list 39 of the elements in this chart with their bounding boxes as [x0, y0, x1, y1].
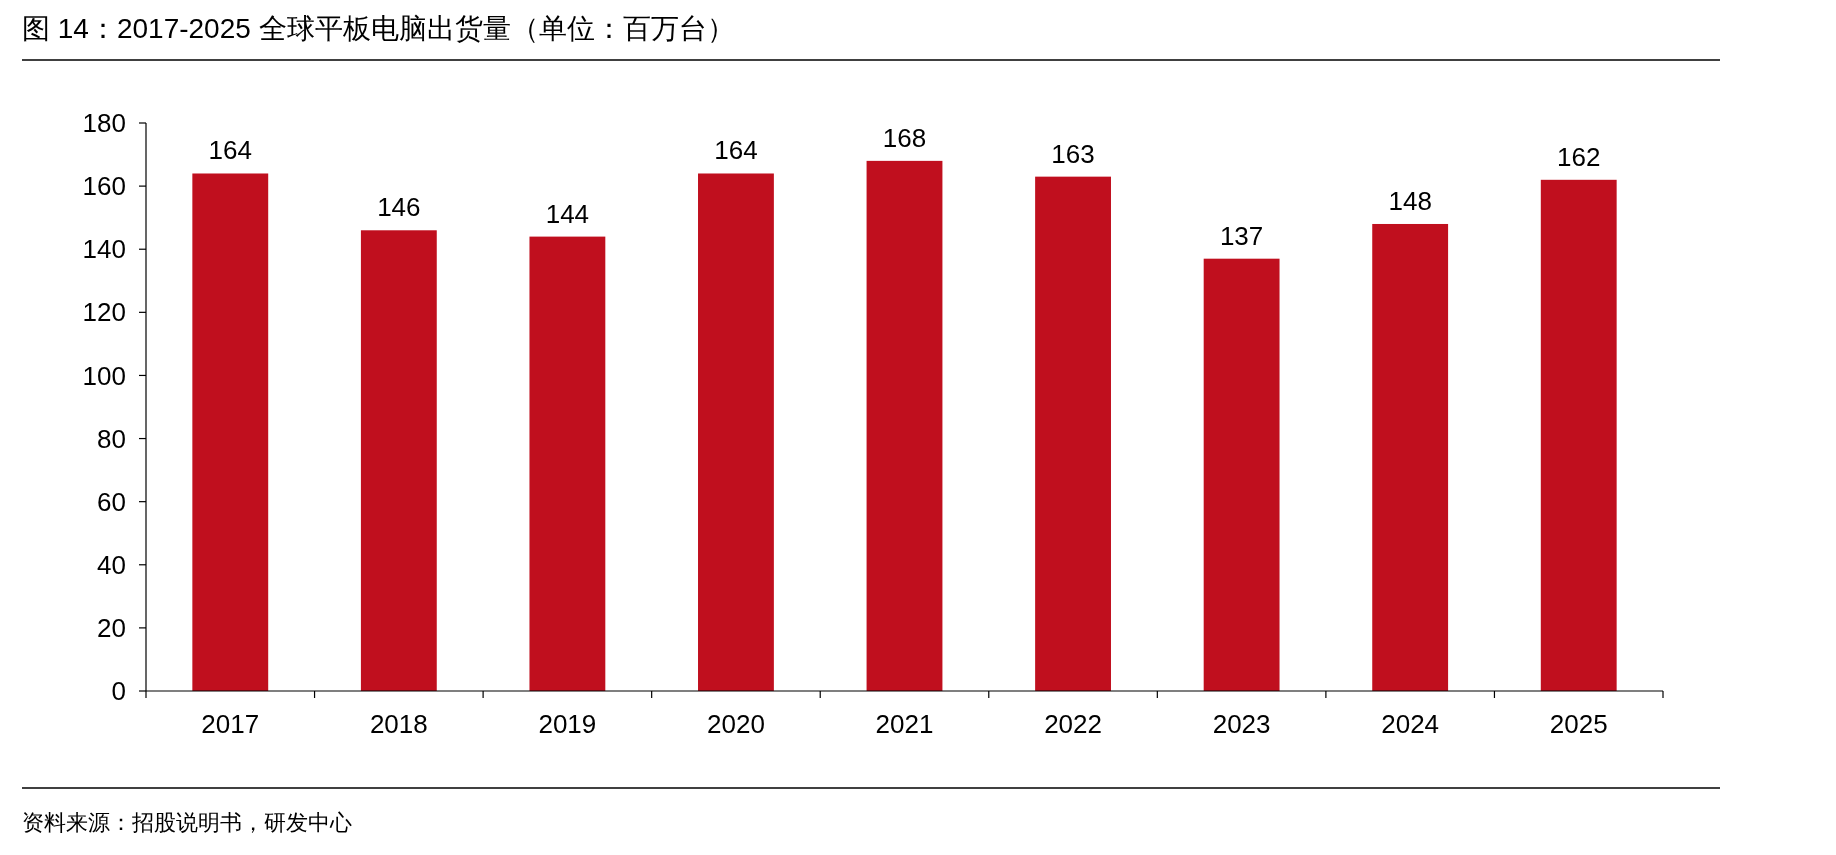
bar — [1372, 223, 1449, 691]
y-tick-label: 140 — [82, 234, 126, 265]
y-tick-label: 120 — [82, 297, 126, 328]
x-tick-label: 2025 — [1549, 709, 1608, 739]
y-tick-label: 180 — [82, 108, 126, 139]
x-tick-label: 2022 — [1044, 709, 1102, 739]
x-tick-label: 2021 — [875, 709, 934, 739]
bar — [360, 230, 437, 691]
bar — [698, 173, 774, 691]
text: 资料来源：招股说明书，研发中心 — [22, 810, 352, 835]
data-label: 146 — [377, 192, 421, 223]
y-tick-label: 40 — [97, 549, 126, 580]
data-label: 168 — [882, 122, 927, 153]
y-tick-label: 100 — [82, 360, 126, 391]
y-tick-label: 60 — [97, 486, 126, 517]
data-label: 144 — [545, 198, 590, 229]
y-tick-label: 20 — [97, 612, 126, 643]
bar — [1035, 176, 1111, 691]
bar — [529, 236, 606, 691]
x-tick-label: 2020 — [707, 709, 765, 739]
data-label: 162 — [1557, 141, 1601, 172]
x-tick-label: 2018 — [369, 709, 428, 739]
bar — [1540, 179, 1617, 691]
x-tick-label: 2024 — [1381, 709, 1440, 739]
bar — [192, 173, 269, 691]
data-label: 163 — [1051, 138, 1095, 169]
y-tick-label: 80 — [97, 423, 126, 454]
x-tick-label: 2023 — [1212, 709, 1271, 739]
data-label: 148 — [1388, 185, 1432, 216]
y-tick-label: 160 — [82, 171, 126, 202]
bar — [866, 160, 943, 691]
bar — [1203, 258, 1280, 691]
x-tick-label: 2017 — [201, 709, 260, 739]
data-label: 137 — [1219, 220, 1264, 251]
y-tick-label: 0 — [111, 676, 126, 707]
data-label: 164 — [208, 135, 252, 166]
data-label: 164 — [714, 135, 758, 166]
x-tick-label: 2019 — [538, 709, 597, 739]
chart-title: 图 14：2017-2025 全球平板电脑出货量（单位：百万台） — [22, 13, 735, 44]
